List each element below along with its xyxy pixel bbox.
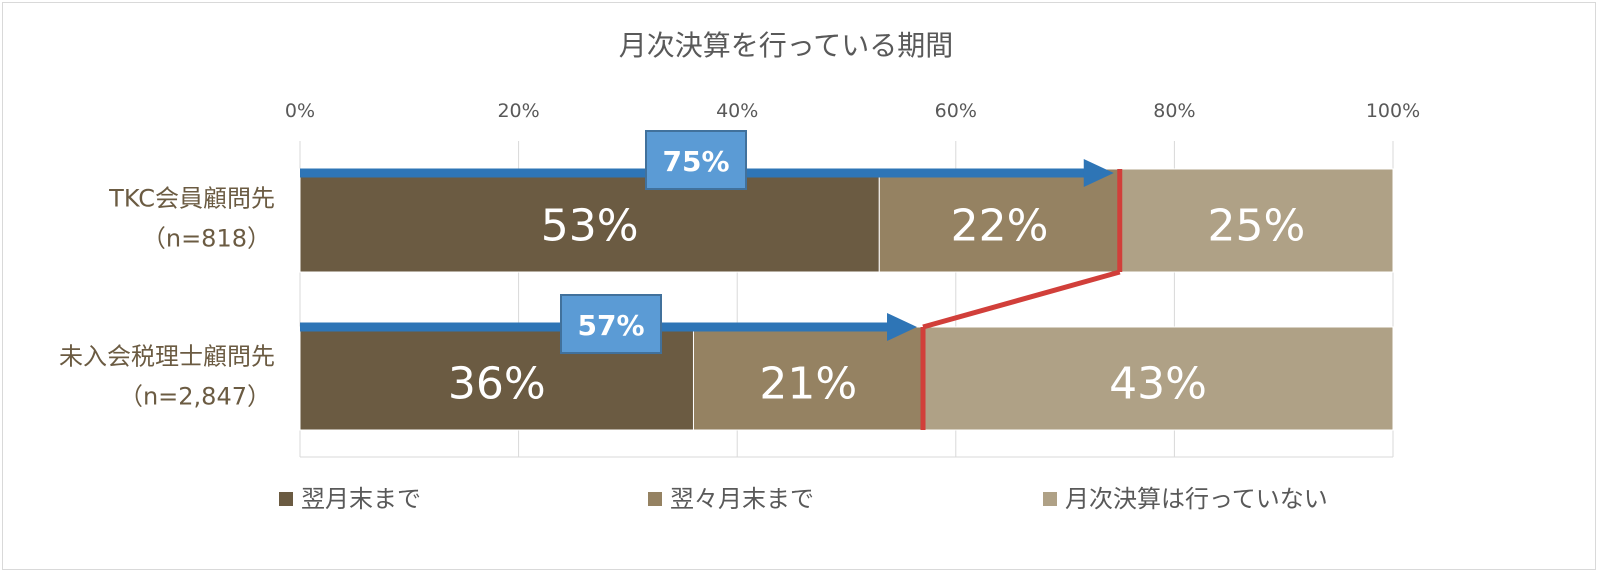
legend-swatch (279, 492, 293, 506)
category-sub-label: （n=2,847） (119, 383, 271, 411)
annotation-callout-box (645, 130, 747, 190)
legend-swatch (1043, 492, 1057, 506)
bar-segment (922, 326, 1394, 431)
x-axis-tick-labels: 0% 20% 40% 60% 80% 100% (285, 100, 1420, 122)
chart-title: 月次決算を行っている期間 (619, 29, 954, 62)
category-labels: TKC会員顧問先 （n=818） 未入会税理士顧問先 （n=2,847） (59, 185, 275, 411)
bar-segment (692, 326, 924, 431)
annotation-callout-label: 57% (577, 309, 644, 342)
x-tick-label: 40% (716, 100, 758, 122)
x-tick-label: 0% (285, 100, 315, 122)
legend-label: 翌月末まで (301, 485, 421, 513)
bar-segment (299, 168, 880, 273)
bar-data-label: 53% (541, 201, 639, 252)
bar-data-labels: 53% 22% 25% 36% 21% 43% (448, 201, 1305, 410)
threshold-connector (922, 269, 1121, 330)
legend-swatch (648, 492, 662, 506)
annotation-arrowhead (887, 313, 918, 341)
annotation-callout-label: 75% (662, 145, 729, 178)
legend-label: 月次決算は行っていない (1065, 485, 1328, 513)
legend-label: 翌々月末まで (670, 485, 814, 513)
bar-segment (1119, 168, 1394, 273)
x-tick-label: 60% (935, 100, 977, 122)
category-sub-label: （n=818） (142, 225, 271, 253)
bar-data-label: 22% (951, 201, 1049, 252)
category-label: 未入会税理士顧問先 (59, 343, 275, 371)
bars (299, 168, 1394, 431)
bar-segment (878, 168, 1121, 273)
annotations: 75% 57% (300, 130, 1123, 430)
x-tick-label: 100% (1366, 100, 1420, 122)
legend: 翌月末まで 翌々月末まで 月次決算は行っていない (279, 485, 1328, 513)
annotation-callout-box (560, 294, 662, 354)
stacked-bar-chart: 月次決算を行っている期間 0% 20% 40% 60% 80% 100% 53% 22% 25… (59, 29, 1420, 513)
bar-data-label: 25% (1207, 201, 1305, 252)
x-tick-label: 20% (497, 100, 539, 122)
bar-data-label: 43% (1109, 359, 1207, 410)
bar-data-label: 21% (759, 359, 857, 410)
category-label: TKC会員顧問先 (108, 185, 275, 213)
bar-data-label: 36% (448, 359, 546, 410)
x-tick-label: 80% (1153, 100, 1195, 122)
annotation-arrowhead (1083, 159, 1114, 187)
